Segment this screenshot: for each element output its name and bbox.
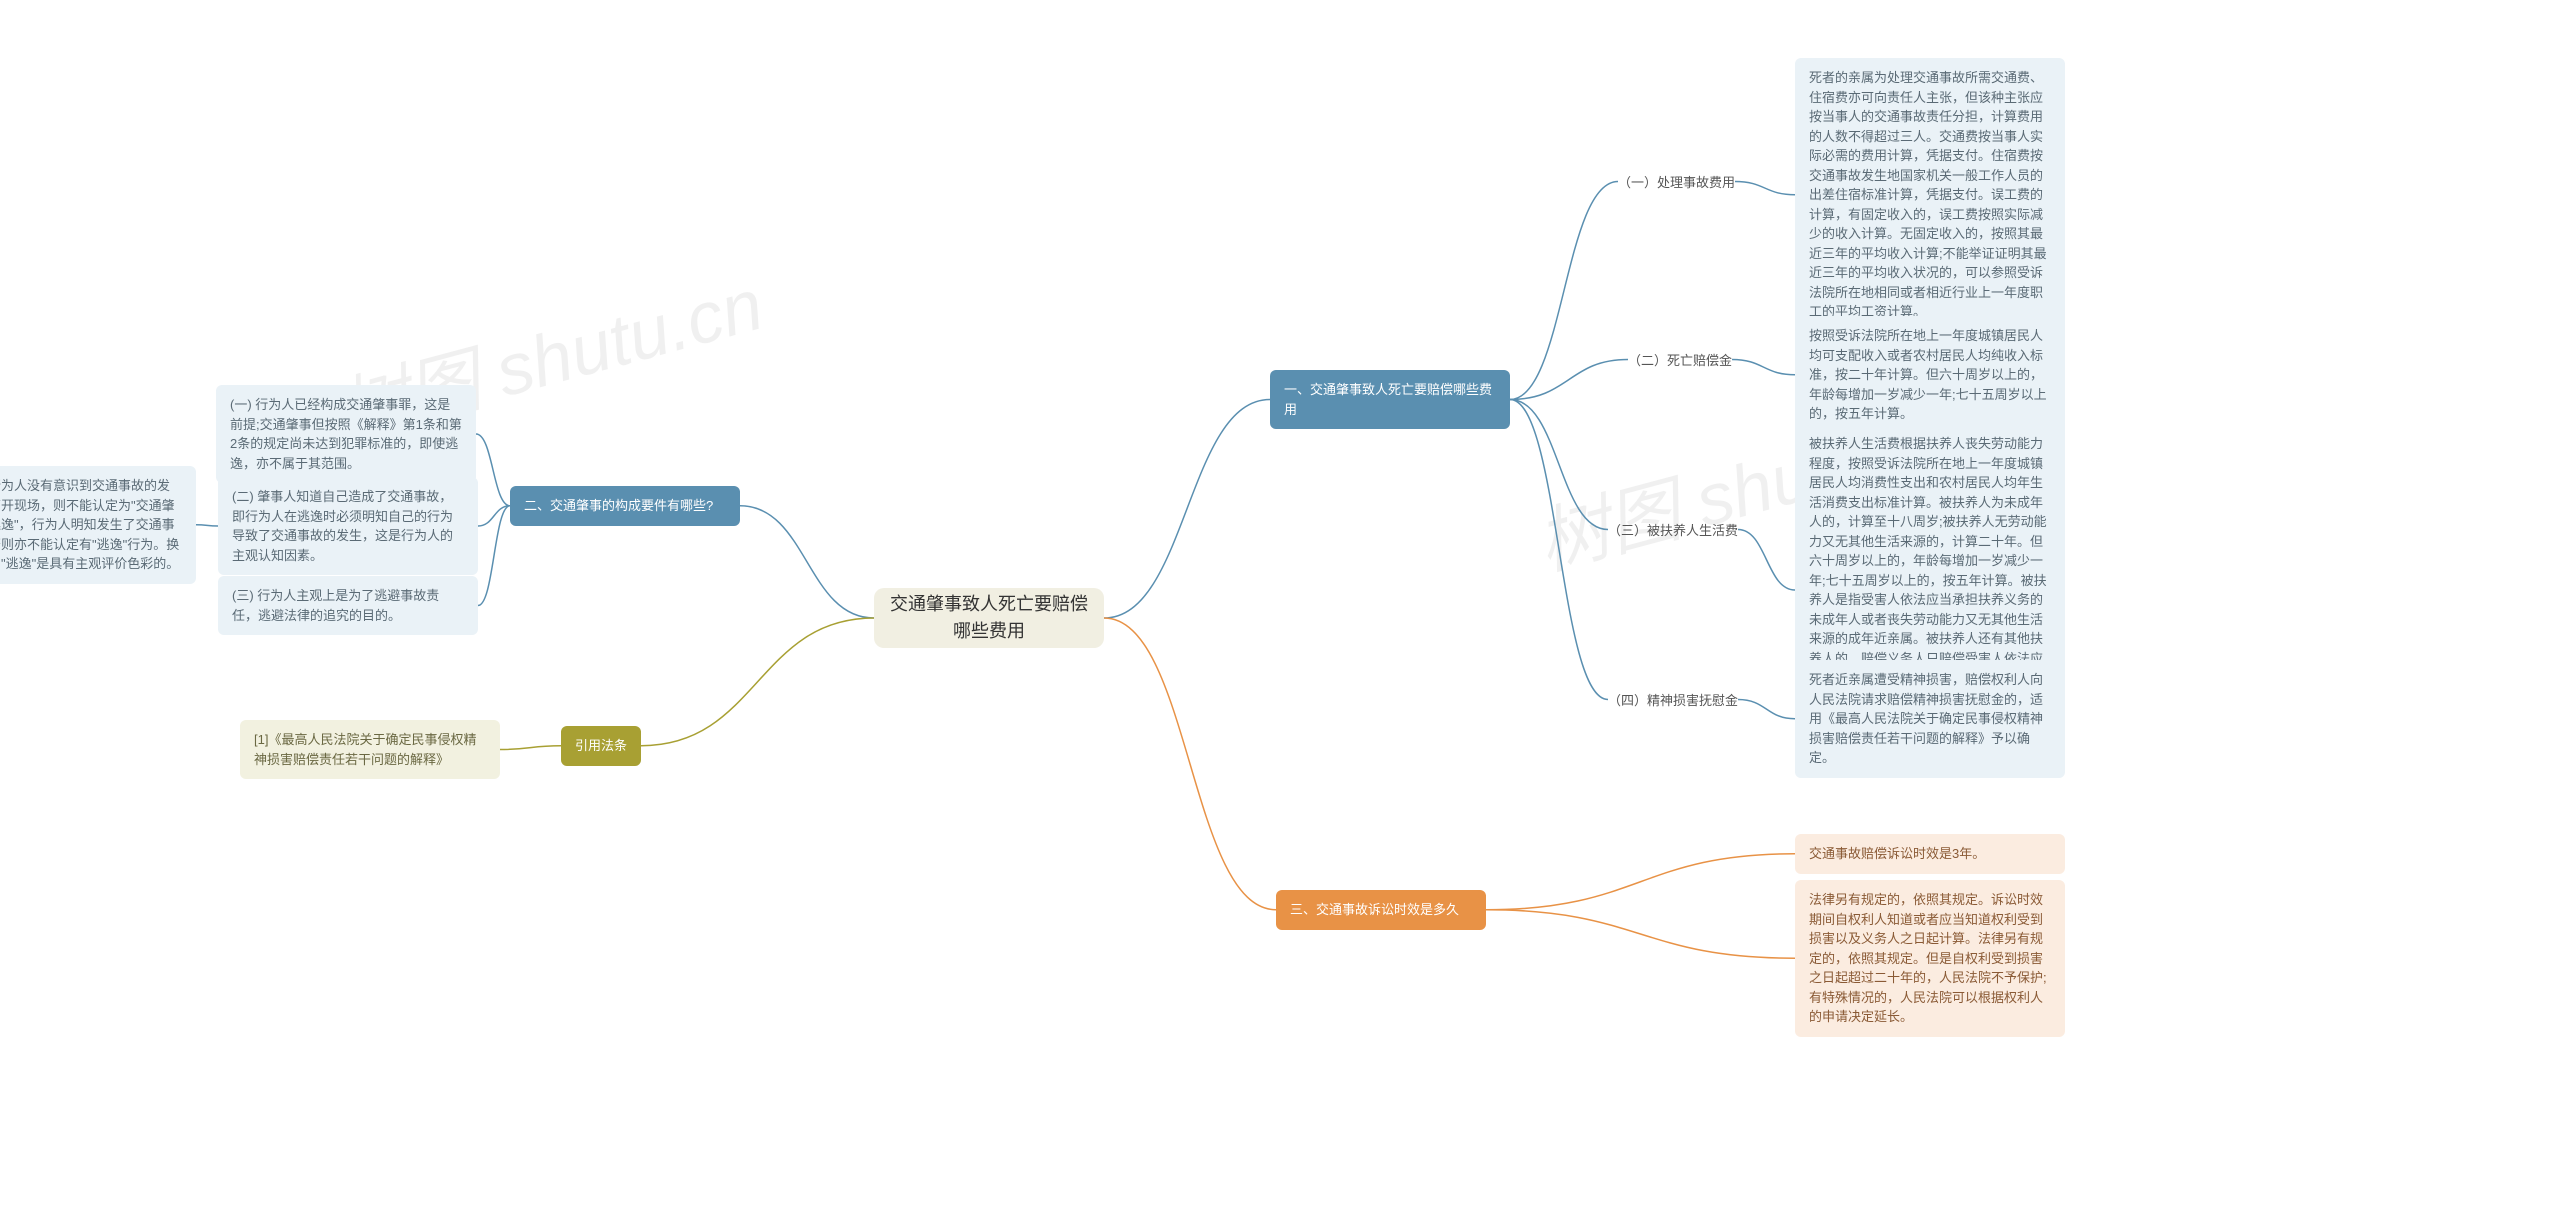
branch-2-sub-2-detail: 如果行为人没有意识到交通事故的发生而离开现场，则不能认定为"交通肇事后逃逸"，行… <box>0 466 196 584</box>
branch-1-sub-2-label: （二）死亡赔偿金 <box>1628 350 1732 369</box>
branch-1: 一、交通肇事致人死亡要赔偿哪些费用 <box>1270 370 1510 429</box>
branch-2: 二、交通肇事的构成要件有哪些? <box>510 486 740 526</box>
branch-1-sub-2-detail: 按照受诉法院所在地上一年度城镇居民人均可支配收入或者农村居民人均纯收入标准，按二… <box>1795 316 2065 434</box>
branch-1-sub-1-label: （一）处理事故费用 <box>1618 172 1735 191</box>
branch-2-sub-3: (三) 行为人主观上是为了逃避事故责任，逃避法律的追究的目的。 <box>218 576 478 635</box>
branch-2-sub-1: (一) 行为人已经构成交通肇事罪，这是前提;交通肇事但按照《解释》第1条和第2条… <box>216 385 476 483</box>
branch-2-text: 二、交通肇事的构成要件有哪些? <box>524 496 713 516</box>
branch-citation-text: 引用法条 <box>575 736 627 756</box>
branch-1-text: 一、交通肇事致人死亡要赔偿哪些费用 <box>1284 380 1496 419</box>
mindmap-canvas: 树图 shutu.cn 树图 shutu.cn 交通肇事致人死亡要赔偿哪些费用 … <box>0 0 2560 1220</box>
branch-3: 三、交通事故诉讼时效是多久 <box>1276 890 1486 930</box>
branch-1-sub-4-label: （四）精神损害抚慰金 <box>1608 690 1738 709</box>
center-topic: 交通肇事致人死亡要赔偿哪些费用 <box>874 588 1104 648</box>
branch-1-sub-4-detail: 死者近亲属遭受精神损害，赔偿权利人向人民法院请求赔偿精神损害抚慰金的，适用《最高… <box>1795 660 2065 778</box>
branch-1-sub-3-label: （三）被扶养人生活费 <box>1608 520 1738 539</box>
center-text: 交通肇事致人死亡要赔偿哪些费用 <box>890 591 1088 645</box>
branch-3-sub-2: 法律另有规定的，依照其规定。诉讼时效期间自权利人知道或者应当知道权利受到损害以及… <box>1795 880 2065 1037</box>
branch-3-text: 三、交通事故诉讼时效是多久 <box>1290 900 1459 920</box>
branch-3-sub-1: 交通事故赔偿诉讼时效是3年。 <box>1795 834 2065 874</box>
branch-1-sub-1-detail: 死者的亲属为处理交通事故所需交通费、住宿费亦可向责任人主张，但该种主张应按当事人… <box>1795 58 2065 332</box>
branch-citation: 引用法条 <box>561 726 641 766</box>
branch-2-sub-2-label: (二) 肇事人知道自己造成了交通事故，即行为人在逃逸时必须明知自己的行为导致了交… <box>218 477 478 575</box>
branch-citation-sub-1: [1]《最高人民法院关于确定民事侵权精神损害赔偿责任若干问题的解释》 <box>240 720 500 779</box>
